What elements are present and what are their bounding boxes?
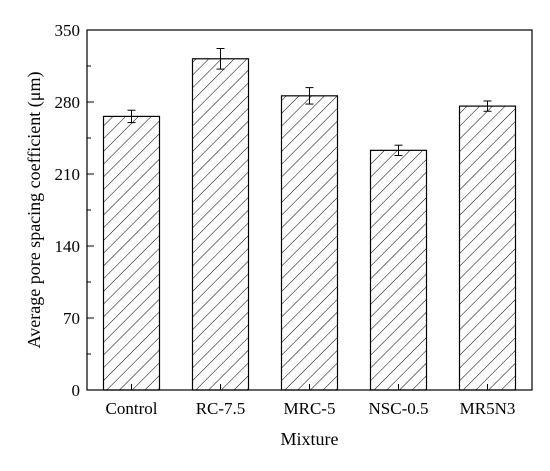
x-axis-title: Mixture [281,429,339,449]
y-tick-label: 210 [55,165,81,184]
y-tick-label: 350 [55,21,81,40]
y-tick-label: 280 [55,93,81,112]
error-bar-nsc-0-5 [394,144,403,156]
bar-nsc-0-5 [369,149,428,391]
error-bar-mrc-5 [305,87,314,105]
x-tick-label: NSC-0.5 [369,399,429,418]
x-tick-label: MRC-5 [284,399,336,418]
x-axis-ticks: Control RC-7.5 MRC-5 NSC-0.5 MR5N3 [106,384,516,418]
y-axis-ticks: 0 70 140 210 280 350 [55,21,94,400]
x-tick-label: Control [106,399,158,418]
x-tick-label: MR5N3 [460,399,516,418]
bars-group [102,58,517,391]
error-bar-control [127,109,136,124]
x-tick-label: RC-7.5 [196,399,246,418]
y-tick-label: 140 [55,237,81,256]
bar-mr5n3 [458,105,517,391]
error-bar-mr5n3 [483,100,492,112]
y-axis-title: Average pore spacing coefficient (μm) [24,72,45,349]
error-bar-rc-7-5 [216,48,225,70]
error-bars-group [127,48,492,156]
y-tick-label: 70 [63,309,80,328]
bar-control [102,115,161,391]
bar-mrc-5 [280,95,339,391]
y-tick-label: 0 [72,381,81,400]
bar-rc-7-5 [191,58,250,391]
